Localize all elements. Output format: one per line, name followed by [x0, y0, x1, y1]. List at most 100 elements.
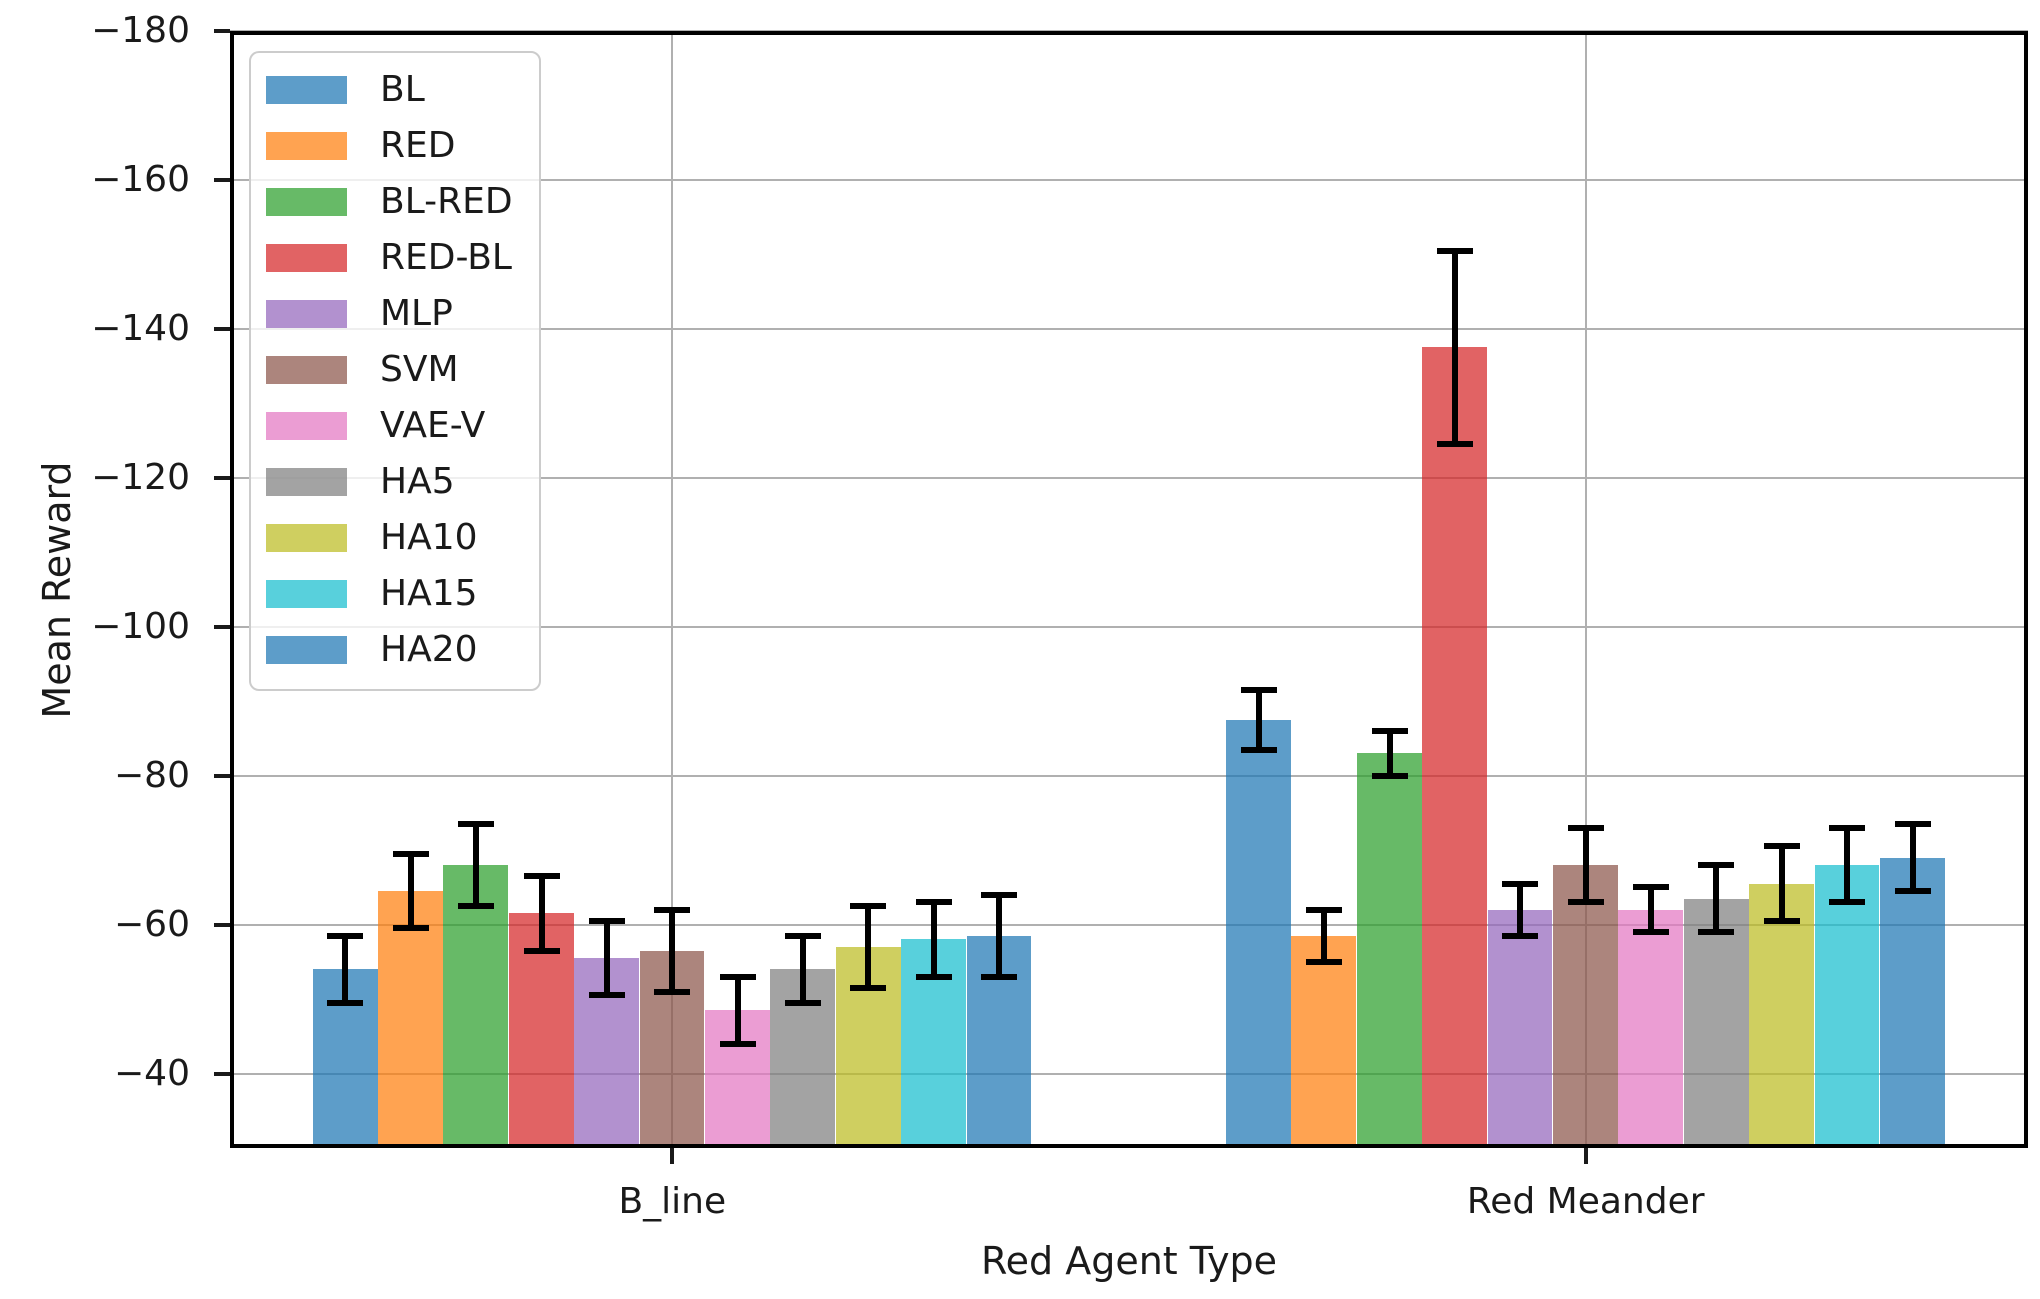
y-tick-mark: [214, 773, 230, 778]
error-bar-cap: [850, 984, 887, 991]
error-bar-cap: [1371, 772, 1408, 779]
y-tick-mark: [214, 29, 230, 33]
error-bar-VAE-V-B_line: [734, 976, 741, 1044]
legend-label-RED: RED: [380, 125, 456, 166]
error-bar-cap: [719, 1040, 756, 1047]
y-tick-label: −100: [91, 605, 190, 647]
bar-HA10-Red Meander: [1749, 883, 1815, 1148]
y-gridline: [230, 923, 2028, 926]
error-bar-BL-RED-Red Meander: [1386, 730, 1393, 776]
y-gridline: [230, 774, 2028, 777]
error-bar-HA20-B_line: [996, 894, 1003, 977]
error-bar-cap: [1698, 862, 1735, 869]
error-bar-cap: [719, 973, 756, 980]
error-bar-HA10-B_line: [865, 905, 872, 988]
legend-label-HA10: HA10: [380, 517, 478, 558]
bottom-spine: [230, 1144, 2028, 1148]
error-bar-cap: [1633, 884, 1670, 891]
legend-item-MLP: MLP: [266, 293, 513, 335]
error-bar-cap: [458, 821, 495, 828]
legend-label-HA5: HA5: [380, 461, 455, 502]
y-tick-label: −80: [114, 754, 190, 796]
y-gridline: [230, 625, 2028, 628]
error-bar-cap: [1436, 441, 1473, 448]
error-bar-BL-RED-B_line: [473, 824, 480, 906]
bar-BL-Red Meander: [1226, 719, 1291, 1148]
error-bar-cap: [654, 988, 691, 995]
bar-RED-Red Meander: [1291, 935, 1357, 1148]
error-bar-RED-Red Meander: [1321, 909, 1328, 962]
error-bar-cap: [523, 947, 560, 954]
error-bar-cap: [588, 992, 625, 999]
error-bar-cap: [392, 850, 429, 857]
error-bar-cap: [1763, 917, 1800, 924]
y-gridline: [230, 178, 2028, 181]
legend-label-VAE-V: VAE-V: [380, 405, 486, 446]
legend: BL RED BL-RED RED-BL MLP SVM VAE-V HA5 HA10 HA15 H…: [249, 51, 541, 691]
error-bar-VAE-V-Red Meander: [1648, 887, 1655, 933]
legend-item-HA15: HA15: [266, 573, 513, 615]
legend-label-SVM: SVM: [380, 349, 459, 390]
y-tick-mark: [214, 1071, 230, 1076]
error-bar-cap: [523, 873, 560, 880]
error-bar-cap: [785, 999, 822, 1006]
bar-VAE-V-Red Meander: [1618, 909, 1684, 1148]
top-spine: [230, 31, 2028, 35]
error-bar-cap: [588, 917, 625, 924]
bar-HA20-Red Meander: [1879, 857, 1945, 1148]
error-bar-cap: [1436, 247, 1473, 254]
y-tick-label: −40: [114, 1052, 190, 1094]
error-bar-cap: [327, 932, 364, 939]
x-tick-mark: [670, 1148, 675, 1164]
error-bar-BL-B_line: [342, 935, 349, 1003]
error-bar-HA5-Red Meander: [1713, 865, 1720, 933]
legend-label-MLP: MLP: [380, 293, 453, 334]
error-bar-cap: [850, 902, 887, 909]
error-bar-cap: [981, 973, 1018, 980]
error-bar-HA15-Red Meander: [1844, 827, 1851, 903]
y-gridline: [230, 327, 2028, 330]
legend-swatch-MLP: [266, 300, 347, 328]
legend-swatch-HA10: [266, 524, 347, 552]
error-bar-cap: [392, 925, 429, 932]
bar-BL-RED-Red Meander: [1356, 753, 1422, 1148]
y-tick-mark: [214, 326, 230, 331]
bar-RED-B_line: [378, 891, 443, 1148]
legend-item-VAE-V: VAE-V: [266, 405, 513, 447]
bar-RED-BL-Red Meander: [1422, 347, 1488, 1148]
x-gridline: [1584, 31, 1587, 1148]
error-bar-SVM-Red Meander: [1582, 827, 1589, 903]
error-bar-cap: [654, 906, 691, 913]
error-bar-cap: [1306, 906, 1343, 913]
legend-swatch-HA20: [266, 636, 347, 664]
legend-label-HA20: HA20: [380, 629, 478, 670]
error-bar-cap: [1763, 843, 1800, 850]
legend-item-HA10: HA10: [266, 517, 513, 559]
legend-item-RED-BL: RED-BL: [266, 237, 513, 279]
error-bar-cap: [1633, 929, 1670, 936]
error-bar-MLP-B_line: [603, 920, 610, 996]
error-bar-cap: [1567, 899, 1604, 906]
legend-label-BL: BL: [380, 69, 425, 110]
error-bar-cap: [1502, 932, 1539, 939]
left-spine: [230, 31, 234, 1148]
legend-swatch-RED: [266, 132, 347, 160]
error-bar-cap: [915, 973, 952, 980]
legend-item-BL-RED: BL-RED: [266, 181, 513, 223]
error-bar-cap: [785, 932, 822, 939]
legend-label-RED-BL: RED-BL: [380, 237, 512, 278]
error-bar-RED-B_line: [407, 853, 414, 929]
x-tick-mark: [1583, 1148, 1588, 1164]
error-bar-HA5-B_line: [800, 935, 807, 1003]
error-bar-cap: [327, 999, 364, 1006]
x-gridline: [671, 31, 674, 1148]
legend-item-RED: RED: [266, 125, 513, 167]
error-bar-cap: [1567, 824, 1604, 831]
legend-item-HA5: HA5: [266, 461, 513, 503]
error-bar-RED-BL-Red Meander: [1451, 250, 1458, 445]
y-axis-label: Mean Reward: [35, 460, 79, 719]
y-tick-mark: [214, 177, 230, 182]
error-bar-cap: [981, 891, 1018, 898]
y-tick-mark: [214, 475, 230, 480]
error-bar-cap: [915, 899, 952, 906]
